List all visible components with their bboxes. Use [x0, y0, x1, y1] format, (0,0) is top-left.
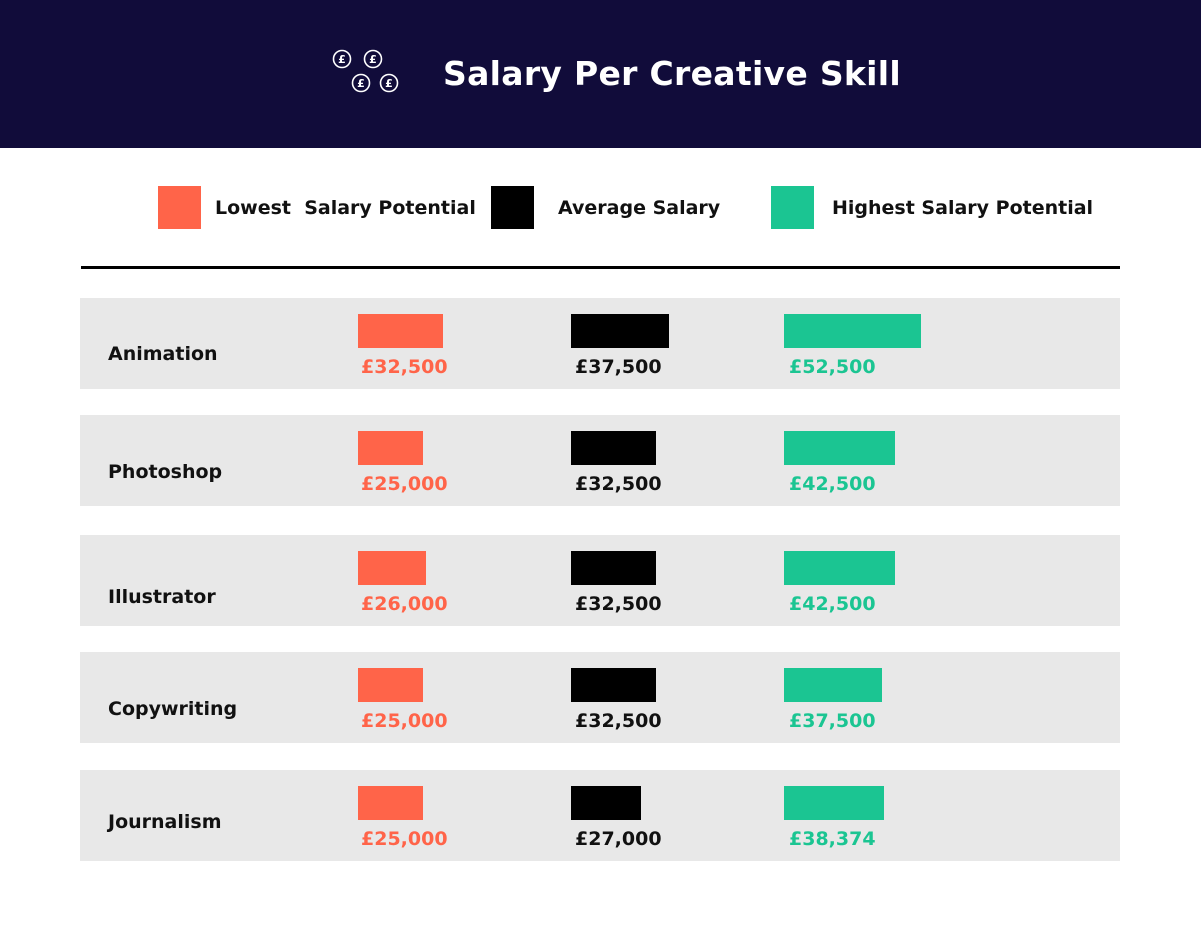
category-label: Journalism — [108, 811, 222, 833]
svg-text:£: £ — [385, 77, 393, 90]
legend-item-average: Average Salary — [491, 186, 731, 230]
svg-text:£: £ — [338, 53, 346, 66]
legend-label-highest: Highest Salary Potential — [832, 197, 1094, 219]
legend-label-average: Average Salary — [558, 197, 721, 219]
bar-highest-journalism — [784, 786, 884, 820]
bar-highest-animation — [784, 314, 921, 348]
legend-divider — [81, 266, 1120, 269]
chart-row-illustrator: Illustrator £26,000 £32,500 £42,500 — [80, 535, 1120, 626]
bar-highest-copywriting — [784, 668, 882, 702]
value-label-lowest: £32,500 — [361, 356, 448, 378]
chart-row-photoshop: Photoshop £25,000 £32,500 £42,500 — [80, 415, 1120, 506]
svg-text:£: £ — [369, 53, 377, 66]
bar-average-copywriting — [571, 668, 656, 702]
value-label-highest: £38,374 — [789, 828, 876, 850]
chart-row-animation: Animation £32,500 £37,500 £52,500 — [80, 298, 1120, 389]
svg-text:£: £ — [357, 77, 365, 90]
value-label-highest: £37,500 — [789, 710, 876, 732]
chart-row-copywriting: Copywriting £25,000 £32,500 £37,500 — [80, 652, 1120, 743]
page-title: Salary Per Creative Skill — [443, 54, 901, 93]
category-label: Copywriting — [108, 698, 238, 720]
value-label-lowest: £25,000 — [361, 710, 448, 732]
pound-coins-icon: £ £ £ £ — [332, 49, 399, 93]
value-label-average: £32,500 — [575, 710, 662, 732]
bar-average-animation — [571, 314, 669, 348]
bar-highest-illustrator — [784, 551, 895, 585]
legend-item-lowest: Lowest Salary Potential — [158, 186, 478, 230]
bar-lowest-copywriting — [358, 668, 423, 702]
bar-lowest-animation — [358, 314, 443, 348]
bar-lowest-illustrator — [358, 551, 426, 585]
header-banner: £ £ £ £ Salary Per Creative Skill — [0, 0, 1201, 148]
bar-highest-photoshop — [784, 431, 895, 465]
value-label-lowest: £25,000 — [361, 828, 448, 850]
value-label-average: £27,000 — [575, 828, 662, 850]
legend-swatch-average — [491, 186, 534, 229]
value-label-average: £32,500 — [575, 473, 662, 495]
category-label: Photoshop — [108, 461, 223, 483]
bar-lowest-journalism — [358, 786, 423, 820]
legend-label-lowest: Lowest Salary Potential — [215, 197, 476, 219]
bar-average-illustrator — [571, 551, 656, 585]
value-label-average: £32,500 — [575, 593, 662, 615]
category-label: Illustrator — [108, 586, 216, 608]
legend-swatch-lowest — [158, 186, 201, 229]
value-label-lowest: £26,000 — [361, 593, 448, 615]
bar-average-photoshop — [571, 431, 656, 465]
legend-swatch-highest — [771, 186, 814, 229]
bar-average-journalism — [571, 786, 641, 820]
value-label-lowest: £25,000 — [361, 473, 448, 495]
category-label: Animation — [108, 343, 218, 365]
value-label-average: £37,500 — [575, 356, 662, 378]
chart-row-journalism: Journalism £25,000 £27,000 £38,374 — [80, 770, 1120, 861]
value-label-highest: £42,500 — [789, 593, 876, 615]
legend-item-highest: Highest Salary Potential — [771, 186, 1101, 230]
bar-lowest-photoshop — [358, 431, 423, 465]
value-label-highest: £42,500 — [789, 473, 876, 495]
value-label-highest: £52,500 — [789, 356, 876, 378]
